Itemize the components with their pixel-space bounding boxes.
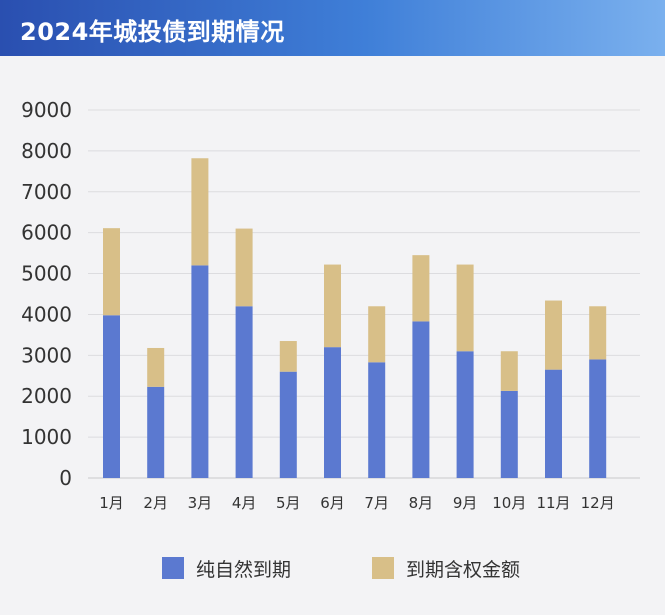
bar-natural-maturity: [412, 321, 430, 478]
y-tick-label: 3000: [21, 343, 72, 367]
bar-option-maturity: [545, 300, 562, 370]
bar-natural-maturity: [545, 369, 562, 478]
x-tick-label: 6月: [320, 494, 345, 512]
bar-option-maturity: [324, 264, 341, 348]
y-tick-label: 1000: [21, 425, 72, 449]
y-tick-label: 4000: [21, 302, 72, 326]
bar-natural-maturity: [235, 306, 253, 478]
bar-natural-maturity: [103, 315, 120, 478]
y-tick-label: 7000: [21, 180, 72, 204]
bar-option-maturity: [500, 351, 518, 391]
x-tick-label: 4月: [232, 494, 257, 512]
bar-natural-maturity: [191, 265, 209, 478]
bar-option-maturity: [147, 347, 165, 387]
bar-option-maturity: [191, 158, 209, 266]
bar-option-maturity: [103, 228, 120, 316]
bar-option-maturity: [456, 264, 474, 352]
x-tick-label: 2月: [143, 494, 168, 512]
legend: 纯自然到期 到期含权金额: [0, 553, 665, 583]
stacked-bar-chart: 0 1000 2000 3000 4000 5000 6000 7000 8000 9000 1月 2…: [21, 98, 640, 512]
x-tick-label: 8月: [409, 494, 434, 512]
y-tick-label: 2000: [21, 384, 72, 408]
y-tick-label: 9000: [21, 98, 72, 122]
legend-item-option: 到期含权金额: [372, 553, 520, 583]
bar-natural-maturity: [368, 362, 386, 478]
x-tick-label: 9月: [453, 494, 478, 512]
chart-header: 2024年城投债到期情况: [0, 0, 665, 56]
bar-natural-maturity: [147, 386, 165, 478]
x-tick-label: 1月: [99, 494, 124, 512]
x-tick-label: 3月: [188, 494, 213, 512]
bar-natural-maturity: [324, 347, 341, 478]
legend-swatch-natural: [162, 557, 184, 579]
bar-option-maturity: [589, 306, 607, 360]
x-tick-label: 12月: [581, 494, 615, 512]
bar-natural-maturity: [456, 351, 474, 478]
y-tick-label: 6000: [21, 221, 72, 245]
bar-option-maturity: [412, 255, 430, 322]
x-tick-label: 5月: [276, 494, 301, 512]
y-tick-label: 8000: [21, 139, 72, 163]
bar-natural-maturity: [589, 359, 607, 478]
bar-option-maturity: [279, 341, 297, 372]
chart-title: 2024年城投债到期情况: [20, 18, 285, 46]
x-tick-label: 11月: [536, 494, 570, 512]
bar-option-maturity: [368, 306, 386, 363]
bar-natural-maturity: [279, 371, 297, 478]
bar-natural-maturity: [500, 390, 518, 478]
y-tick-label: 0: [59, 466, 72, 490]
legend-swatch-option: [372, 557, 394, 579]
bar-option-maturity: [235, 228, 253, 307]
legend-label-option: 到期含权金额: [406, 558, 521, 581]
legend-item-natural: 纯自然到期: [162, 553, 291, 583]
legend-label-natural: 纯自然到期: [196, 558, 292, 581]
x-tick-label: 10月: [492, 494, 526, 512]
x-tick-label: 7月: [364, 494, 389, 512]
y-tick-label: 5000: [21, 262, 72, 286]
